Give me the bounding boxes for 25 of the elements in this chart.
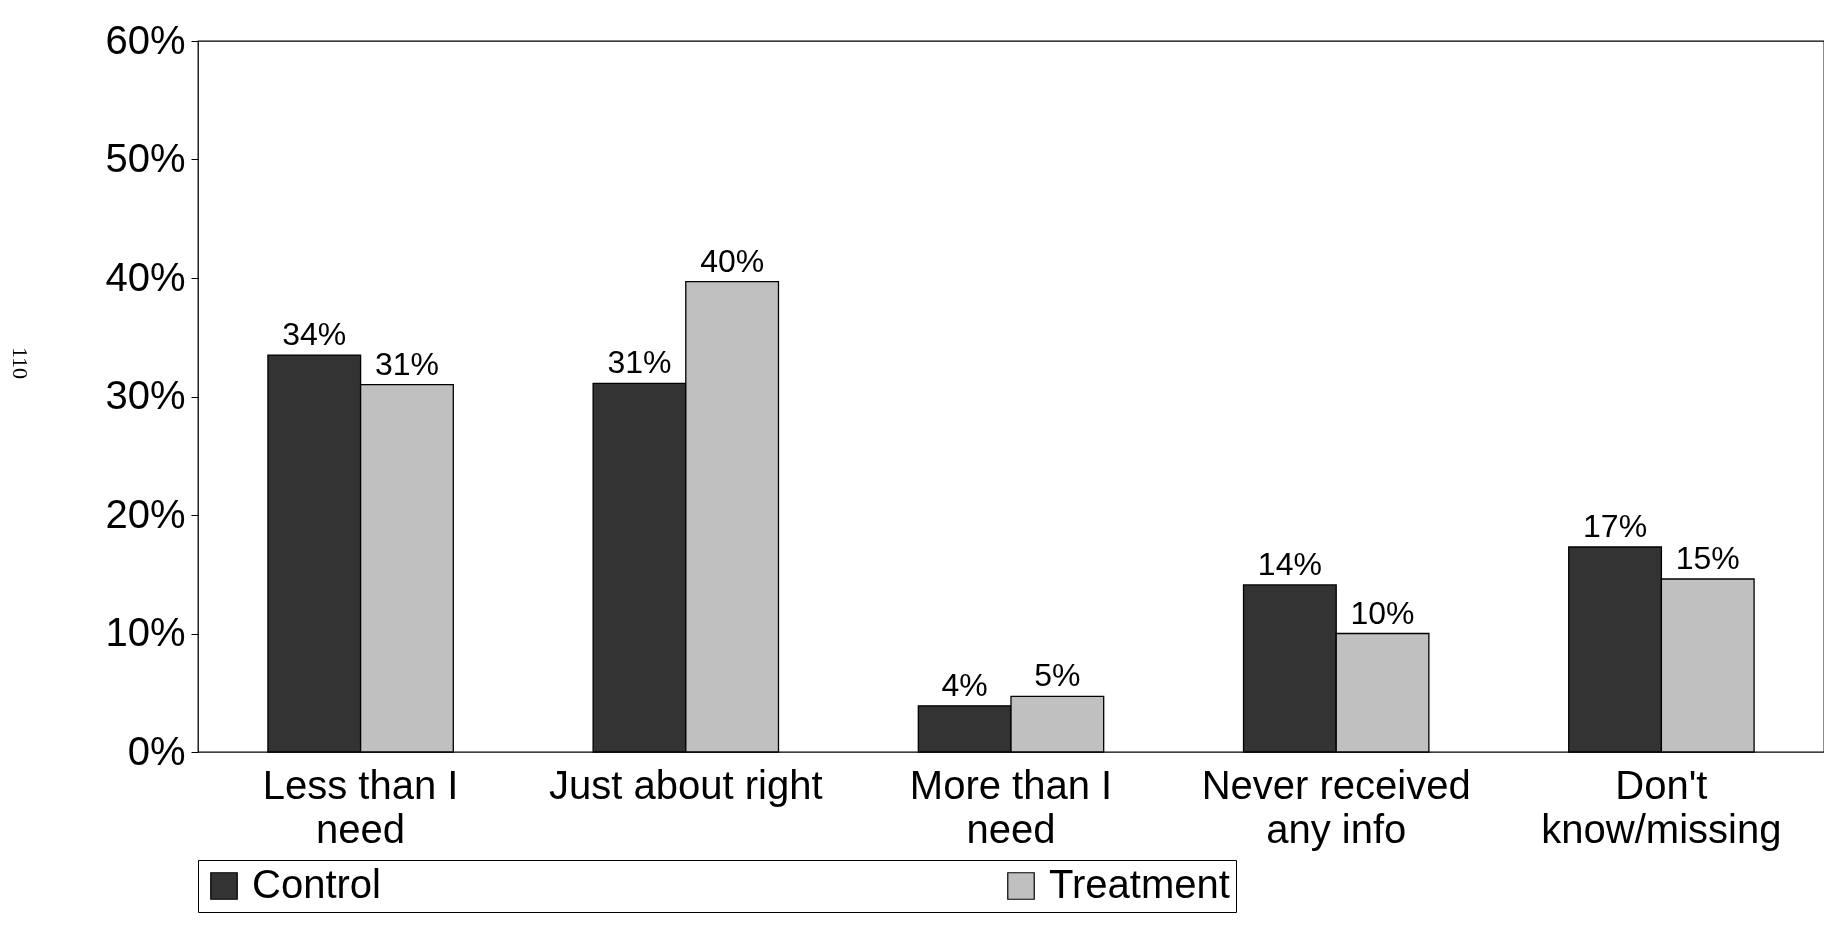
x-tick-label: Never received any info bbox=[1201, 762, 1471, 851]
text: 110 bbox=[7, 346, 34, 380]
y-tick-label: 10% bbox=[105, 610, 186, 654]
legend-label: Treatment bbox=[1049, 862, 1230, 906]
data-label: 17% bbox=[1583, 507, 1648, 544]
y-tick-label: 0% bbox=[127, 728, 186, 773]
x-tick-label: More than I need bbox=[909, 762, 1113, 851]
data-label: 34% bbox=[282, 316, 347, 353]
data-label: 31% bbox=[374, 345, 439, 382]
data-label: 15% bbox=[1675, 539, 1740, 576]
y-tick-label: 40% bbox=[105, 254, 186, 299]
x-tick-label: Less than I need bbox=[262, 762, 459, 851]
data-label: 14% bbox=[1257, 545, 1322, 582]
data-label: 5% bbox=[1034, 657, 1081, 694]
data-label: 40% bbox=[700, 242, 765, 279]
data-label: 10% bbox=[1350, 594, 1415, 631]
data-label: 4% bbox=[941, 666, 988, 703]
y-tick-label: 30% bbox=[105, 373, 186, 417]
x-tick-label: Just about right bbox=[549, 762, 823, 807]
y-tick-label: 50% bbox=[105, 136, 186, 180]
x-tick-label: Don't know/missing bbox=[1541, 762, 1782, 851]
legend-label: Control bbox=[252, 862, 381, 906]
y-tick-label: 20% bbox=[105, 491, 186, 536]
y-tick-label: 60% bbox=[105, 17, 186, 62]
data-label: 31% bbox=[607, 344, 672, 381]
